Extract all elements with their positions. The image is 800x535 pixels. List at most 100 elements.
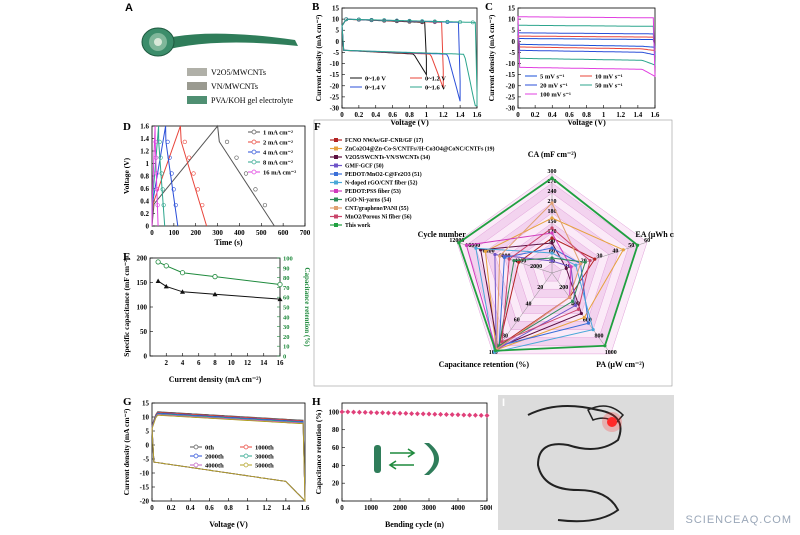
radar-tick-label: 270 [548,179,557,185]
retention-point-h [368,410,374,416]
y-tick-label: -10 [330,60,340,68]
capacitance-line [157,280,281,300]
retention-point-h [391,410,397,416]
radar-tick-label: 1000 [605,350,617,356]
radar-series-point [512,259,516,263]
retention-point-h [438,411,444,417]
series-marker-d [182,139,187,144]
y-tick-label: -5 [143,456,149,464]
series-marker-d [200,203,205,208]
radar-tick-label: 600 [583,318,592,324]
retention-point-h [403,410,409,416]
series-marker-d [171,187,176,192]
x-tick-label: 200 [190,229,201,237]
series-marker-b [344,17,349,22]
x-tick-label: 1.6 [301,504,310,512]
legend-text-f: GMF-GCF (50) [345,163,384,170]
radar-tick-label: 8000 [483,248,495,254]
radar-tick-label: 12000 [449,238,464,244]
legend-marker-d [251,139,257,145]
legend-text-d: 2 mA cm⁻² [263,140,293,147]
series-marker-b [445,19,450,24]
x-tick-label: 700 [300,229,310,237]
retention-point-h [385,410,391,416]
radar-series-point [582,315,586,320]
radar-series-point [550,246,554,250]
bent-fiber-icon [424,443,439,475]
chart-d-svg: 0 100 200 300 400 500 600 700 0 0.2 0.4 0.6 0.8 1 1.2 1… [122,121,311,247]
radar-tick-label: 40 [525,301,531,307]
series-curve-d [151,124,275,227]
series-curve-c [517,38,656,48]
retention-point-h [432,411,438,417]
series-marker-d [160,187,165,192]
y-tick-label: 60 [332,444,340,452]
y-tick-label: -20 [140,498,150,506]
y2-tick-label: 60 [283,295,290,302]
legend-marker-d [251,129,257,135]
panel-label-e: E [123,251,130,263]
series-curve-d [151,125,208,227]
series-curve-g [151,414,306,503]
retention-point-h [484,412,490,418]
y-tick-label: -25 [330,93,340,101]
radar-tick-label: 20 [537,285,543,291]
radar-series-point [550,216,554,220]
retention-point-h [380,410,386,416]
y-tick-label: 1 [146,160,150,168]
radar-axis-label: CA (mF cm⁻²) [528,150,577,159]
legend-marker-f [334,214,338,219]
series-curve-g [151,411,306,503]
retention-point-h [461,412,467,418]
y2-tick-label: 70 [283,285,290,292]
retention-point-h [414,411,420,417]
radar-series-point [507,257,511,261]
radar-series-point [576,307,581,312]
x-tick-label: 1.4 [634,111,643,119]
radar-series-point [570,299,575,303]
capacitance-point [212,291,218,297]
series-marker-d [158,155,163,160]
legend-marker-g [193,453,199,459]
y-tick-label: 10 [508,16,516,24]
legend-text-b: 0~1.4 V [365,85,386,92]
legend-swatch-gel [187,96,207,104]
y-tick-label: 150 [137,279,148,287]
radar-series-point [498,254,502,258]
radar-tick-label: 240 [548,189,557,195]
radar-series-point [483,249,488,253]
legend-text-g: 5000th [255,463,274,470]
y-tick-label: 0 [146,223,150,231]
radar-axis-line [551,241,648,274]
legend-marker-f [334,172,338,176]
y-tick-label: 0 [336,498,340,506]
radar-series-polygon [457,176,639,352]
legend-marker-g [193,444,199,450]
x-tick-label: 0 [150,504,154,512]
x-tick-label: 0 [340,111,344,119]
radar-series-point [550,259,554,263]
legend-text-b: 0~1.6 V [425,85,446,92]
y-tick-label: 20 [332,480,340,488]
y-tick-label: 5 [336,27,340,35]
legend-marker-f [334,197,338,202]
y-tick-label: 0 [512,38,516,46]
y-tick-label: -5 [509,49,515,57]
y-tick-label: 1.4 [140,135,149,143]
panel-g: 0 0.2 0.4 0.6 0.8 1 1.2 1.4 1.6 -20 -15 -10 -5 0 5 10 15… [120,395,310,530]
y-tick-label: 0.6 [140,185,149,193]
radar-series-point [635,243,640,247]
radar-axis-label: Capacitance retention (%) [439,360,530,369]
radar-tick-label: 80 [502,334,508,340]
radar-series-point [564,266,568,270]
radar-series-point [583,260,587,264]
legend-text-f: PEDOT:PSS fiber (53) [345,188,401,195]
retention-point-h [478,412,484,418]
x-tick-label: 0 [340,504,344,512]
x-tick-label: 500 [256,229,267,237]
y-tick-label: 10 [332,16,340,24]
y-tick-label: -15 [330,71,340,79]
x-tick-label: 1.6 [473,111,482,119]
retention-point-h [397,410,403,416]
series-curve-c [517,16,656,78]
